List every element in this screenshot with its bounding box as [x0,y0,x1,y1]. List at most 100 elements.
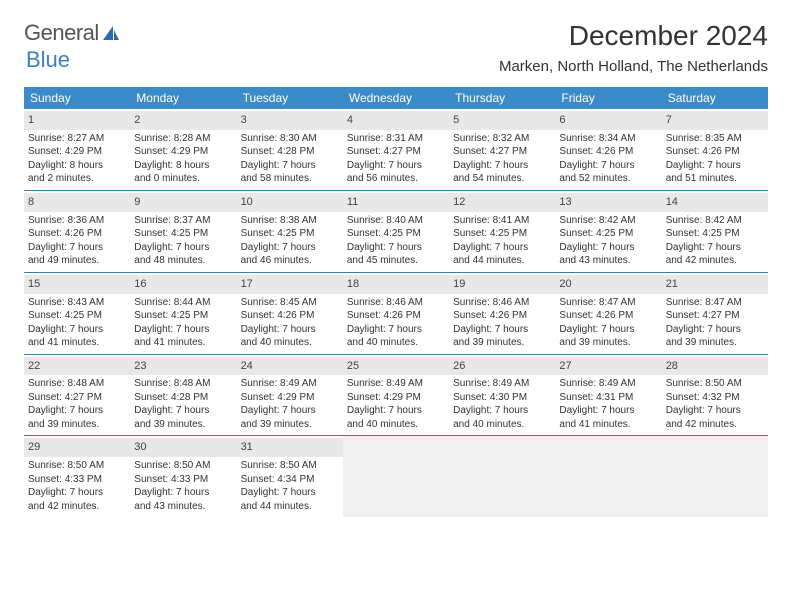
day-day1: Daylight: 7 hours [347,241,445,255]
day-number: 1 [24,111,130,130]
day-cell: 30Sunrise: 8:50 AMSunset: 4:33 PMDayligh… [130,436,236,517]
day-cell: 12Sunrise: 8:41 AMSunset: 4:25 PMDayligh… [449,191,555,272]
day-sunrise: Sunrise: 8:31 AM [347,132,445,146]
day-number: 28 [662,357,768,376]
day-cell: 5Sunrise: 8:32 AMSunset: 4:27 PMDaylight… [449,109,555,190]
day-sunrise: Sunrise: 8:41 AM [453,214,551,228]
day-sunset: Sunset: 4:25 PM [134,309,232,323]
day-number: 27 [555,357,661,376]
day-day2: and 54 minutes. [453,172,551,186]
day-number: 15 [24,275,130,294]
day-number: 4 [343,111,449,130]
weekday-header: Monday [130,87,236,109]
day-cell: 10Sunrise: 8:38 AMSunset: 4:25 PMDayligh… [237,191,343,272]
day-day1: Daylight: 7 hours [559,323,657,337]
week-row: 15Sunrise: 8:43 AMSunset: 4:25 PMDayligh… [24,273,768,355]
day-day1: Daylight: 7 hours [347,323,445,337]
day-day1: Daylight: 7 hours [241,486,339,500]
day-sunset: Sunset: 4:30 PM [453,391,551,405]
day-sunset: Sunset: 4:25 PM [559,227,657,241]
day-sunset: Sunset: 4:33 PM [134,473,232,487]
day-day2: and 45 minutes. [347,254,445,268]
day-cell: 4Sunrise: 8:31 AMSunset: 4:27 PMDaylight… [343,109,449,190]
day-sunset: Sunset: 4:33 PM [28,473,126,487]
day-sunset: Sunset: 4:25 PM [453,227,551,241]
day-day1: Daylight: 7 hours [134,323,232,337]
weekday-row: SundayMondayTuesdayWednesdayThursdayFrid… [24,87,768,109]
day-day2: and 39 minutes. [241,418,339,432]
weekday-header: Wednesday [343,87,449,109]
empty-day [449,436,555,517]
day-cell: 26Sunrise: 8:49 AMSunset: 4:30 PMDayligh… [449,355,555,436]
day-day2: and 40 minutes. [347,336,445,350]
day-day1: Daylight: 7 hours [559,404,657,418]
day-cell: 17Sunrise: 8:45 AMSunset: 4:26 PMDayligh… [237,273,343,354]
day-day2: and 0 minutes. [134,172,232,186]
day-cell: 22Sunrise: 8:48 AMSunset: 4:27 PMDayligh… [24,355,130,436]
day-sunset: Sunset: 4:34 PM [241,473,339,487]
day-sunrise: Sunrise: 8:49 AM [347,377,445,391]
day-cell: 27Sunrise: 8:49 AMSunset: 4:31 PMDayligh… [555,355,661,436]
day-sunrise: Sunrise: 8:50 AM [28,459,126,473]
day-sunrise: Sunrise: 8:49 AM [241,377,339,391]
title-block: December 2024 Marken, North Holland, The… [499,20,768,75]
day-sunset: Sunset: 4:28 PM [134,391,232,405]
day-sunset: Sunset: 4:26 PM [28,227,126,241]
day-number: 16 [130,275,236,294]
day-sunrise: Sunrise: 8:48 AM [28,377,126,391]
day-cell: 14Sunrise: 8:42 AMSunset: 4:25 PMDayligh… [662,191,768,272]
day-day2: and 43 minutes. [559,254,657,268]
day-sunset: Sunset: 4:26 PM [453,309,551,323]
day-sunset: Sunset: 4:26 PM [241,309,339,323]
brand-logo: General [24,20,121,46]
day-number: 29 [24,438,130,457]
day-cell: 20Sunrise: 8:47 AMSunset: 4:26 PMDayligh… [555,273,661,354]
day-number: 24 [237,357,343,376]
day-cell: 13Sunrise: 8:42 AMSunset: 4:25 PMDayligh… [555,191,661,272]
day-sunrise: Sunrise: 8:35 AM [666,132,764,146]
day-number: 3 [237,111,343,130]
day-number: 8 [24,193,130,212]
day-cell: 16 Sunrise: 8:44 AMSunset: 4:25 PMDayligh… [130,273,236,354]
day-day1: Daylight: 7 hours [134,241,232,255]
day-day2: and 43 minutes. [134,500,232,514]
day-sunset: Sunset: 4:26 PM [347,309,445,323]
day-day2: and 41 minutes. [134,336,232,350]
day-day2: and 48 minutes. [134,254,232,268]
day-day1: Daylight: 8 hours [28,159,126,173]
day-sunset: Sunset: 4:29 PM [241,391,339,405]
day-day2: and 49 minutes. [28,254,126,268]
day-sunset: Sunset: 4:31 PM [559,391,657,405]
day-number: 11 [343,193,449,212]
day-cell: 8Sunrise: 8:36 AMSunset: 4:26 PMDaylight… [24,191,130,272]
day-number: 6 [555,111,661,130]
day-day1: Daylight: 7 hours [666,159,764,173]
day-day2: and 44 minutes. [453,254,551,268]
day-day1: Daylight: 7 hours [134,404,232,418]
day-number: 26 [449,357,555,376]
week-row: 1Sunrise: 8:27 AMSunset: 4:29 PMDaylight… [24,109,768,191]
day-day1: Daylight: 7 hours [559,241,657,255]
day-day2: and 42 minutes. [666,254,764,268]
day-sunset: Sunset: 4:27 PM [28,391,126,405]
day-sunset: Sunset: 4:27 PM [453,145,551,159]
day-sunrise: Sunrise: 8:50 AM [134,459,232,473]
day-day2: and 42 minutes. [666,418,764,432]
day-sunset: Sunset: 4:32 PM [666,391,764,405]
day-sunset: Sunset: 4:25 PM [134,227,232,241]
day-day1: Daylight: 8 hours [134,159,232,173]
day-number: 19 [449,275,555,294]
day-number: 31 [237,438,343,457]
day-day1: Daylight: 7 hours [28,323,126,337]
day-sunrise: Sunrise: 8:46 AM [347,296,445,310]
day-sunrise: Sunrise: 8:48 AM [134,377,232,391]
day-sunrise: Sunrise: 8:44 AM [134,296,232,310]
day-day2: and 39 minutes. [134,418,232,432]
day-sunrise: Sunrise: 8:34 AM [559,132,657,146]
empty-day [343,436,449,517]
calendar: SundayMondayTuesdayWednesdayThursdayFrid… [24,87,768,517]
day-cell: 15Sunrise: 8:43 AMSunset: 4:25 PMDayligh… [24,273,130,354]
day-number: 23 [130,357,236,376]
day-day1: Daylight: 7 hours [241,159,339,173]
day-cell: 21Sunrise: 8:47 AMSunset: 4:27 PMDayligh… [662,273,768,354]
